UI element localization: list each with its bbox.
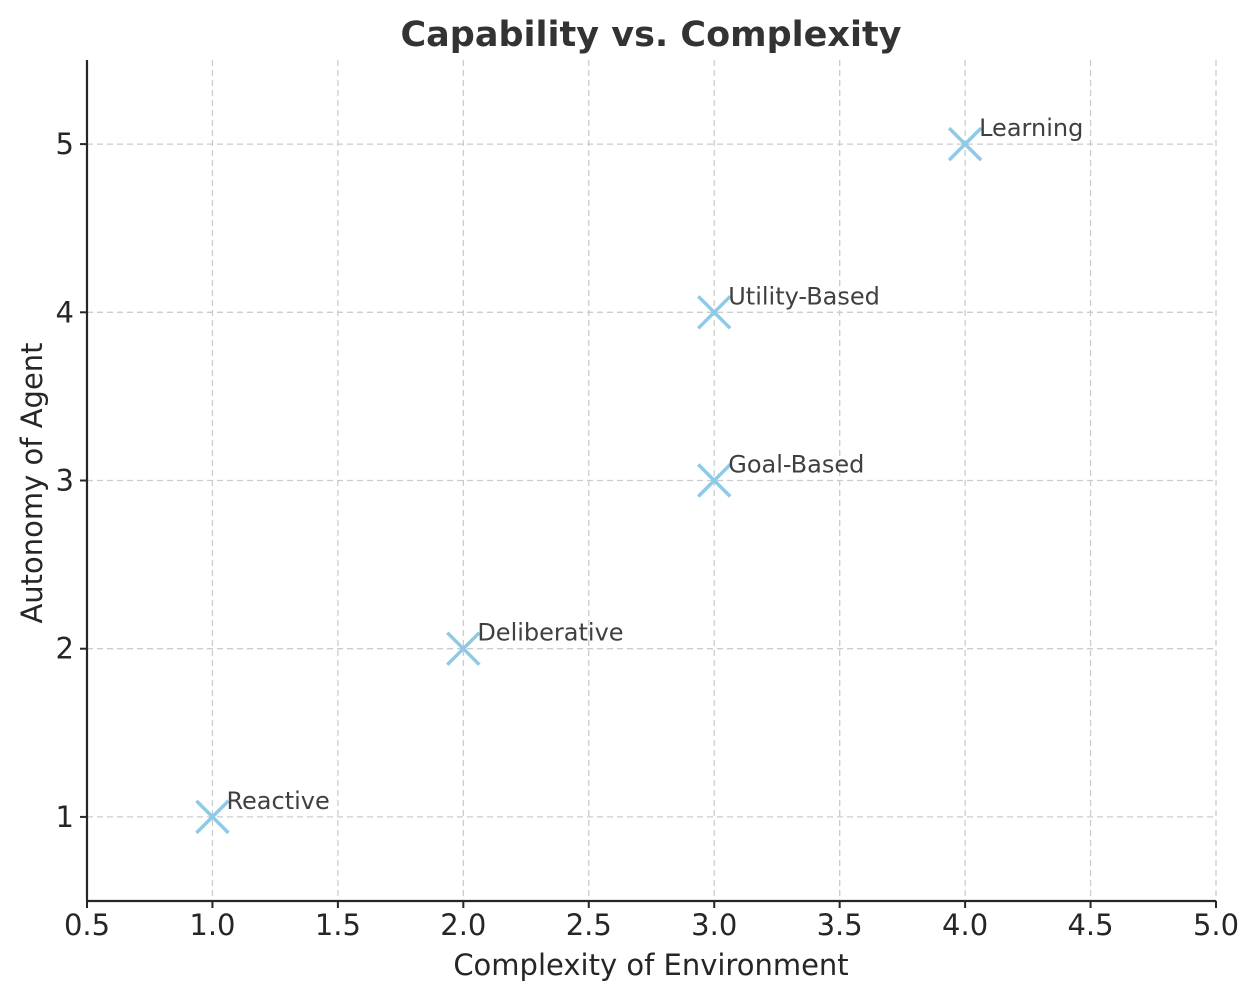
y-axis-label: Autonomy of Agent <box>15 342 49 623</box>
y-tick-label: 1 <box>56 800 74 834</box>
y-tick-label: 3 <box>56 464 74 498</box>
data-point: Utility-Based <box>696 282 880 330</box>
point-label: Reactive <box>226 787 329 815</box>
x-marker-stroke <box>446 631 481 666</box>
data-point: Goal-Based <box>696 451 864 498</box>
point-label: Deliberative <box>477 619 623 647</box>
x-tick-label: 2.0 <box>440 908 486 942</box>
x-marker-stroke <box>696 463 732 498</box>
x-marker-stroke <box>696 295 732 330</box>
y-tick-label: 4 <box>56 295 74 329</box>
x-marker-stroke <box>947 126 983 162</box>
x-tick-label: 3.5 <box>817 908 863 942</box>
x-tick-label: 4.5 <box>1067 908 1113 942</box>
x-tick-label: 0.5 <box>64 908 110 942</box>
x-tick-label: 2.5 <box>566 908 612 942</box>
x-marker-stroke <box>195 799 230 835</box>
data-point: Learning <box>947 114 1083 162</box>
axes: 0.5 1.0 1.5 2.0 2.5 3.0 3.5 4.0 4.5 5.0 1 2 3 4 5 <box>56 60 1239 942</box>
x-tick-label: 4.0 <box>942 908 988 942</box>
x-tick-label: 3.0 <box>691 908 737 942</box>
point-label: Utility-Based <box>728 282 880 310</box>
x-tick-label: 1.5 <box>315 908 361 942</box>
chart-title: Capability vs. Complexity <box>401 15 902 55</box>
point-label: Learning <box>979 114 1083 142</box>
x-axis-label: Complexity of Environment <box>453 948 848 982</box>
data-point: Reactive <box>195 787 330 835</box>
point-label: Goal-Based <box>728 451 864 479</box>
y-tick-label: 5 <box>56 127 74 161</box>
data-points: Reactive Deliberative Goal-Based Utility-Ba… <box>195 114 1083 835</box>
y-tick-label: 2 <box>56 632 74 666</box>
x-tick-label: 5.0 <box>1193 908 1239 942</box>
grid <box>86 60 1217 901</box>
x-tick-label: 1.0 <box>189 908 235 942</box>
data-point: Deliberative <box>446 619 624 666</box>
